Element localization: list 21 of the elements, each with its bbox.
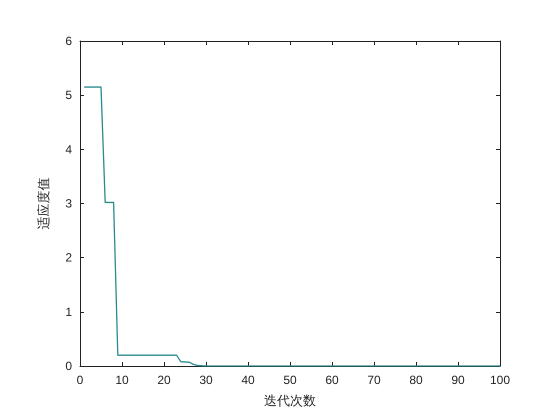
x-tick-label: 20 — [157, 373, 171, 387]
y-axis-title: 适应度值 — [36, 178, 51, 230]
x-tick-label: 10 — [115, 373, 129, 387]
x-tick-label: 70 — [367, 373, 381, 387]
y-tick-label: 5 — [65, 88, 72, 102]
y-tick-label: 1 — [65, 304, 72, 319]
x-axis-title: 迭代次数 — [264, 393, 316, 408]
line-series — [84, 86, 501, 367]
x-tick-label: 50 — [283, 373, 297, 387]
x-tick-label: 40 — [241, 373, 255, 387]
x-tick-label: 30 — [199, 373, 213, 387]
x-tick-label: 0 — [76, 373, 84, 387]
y-tick-label: 0 — [65, 359, 72, 373]
y-tick-label: 4 — [65, 142, 72, 156]
y-tick-label: 6 — [65, 34, 72, 48]
x-tick-label: 60 — [325, 373, 339, 387]
x-tick-label: 100 — [490, 373, 510, 387]
y-tick-label: 2 — [65, 250, 72, 265]
x-tick-label: 90 — [451, 373, 465, 387]
y-tick-label: 3 — [65, 196, 72, 210]
x-tick-label: 80 — [409, 373, 423, 387]
